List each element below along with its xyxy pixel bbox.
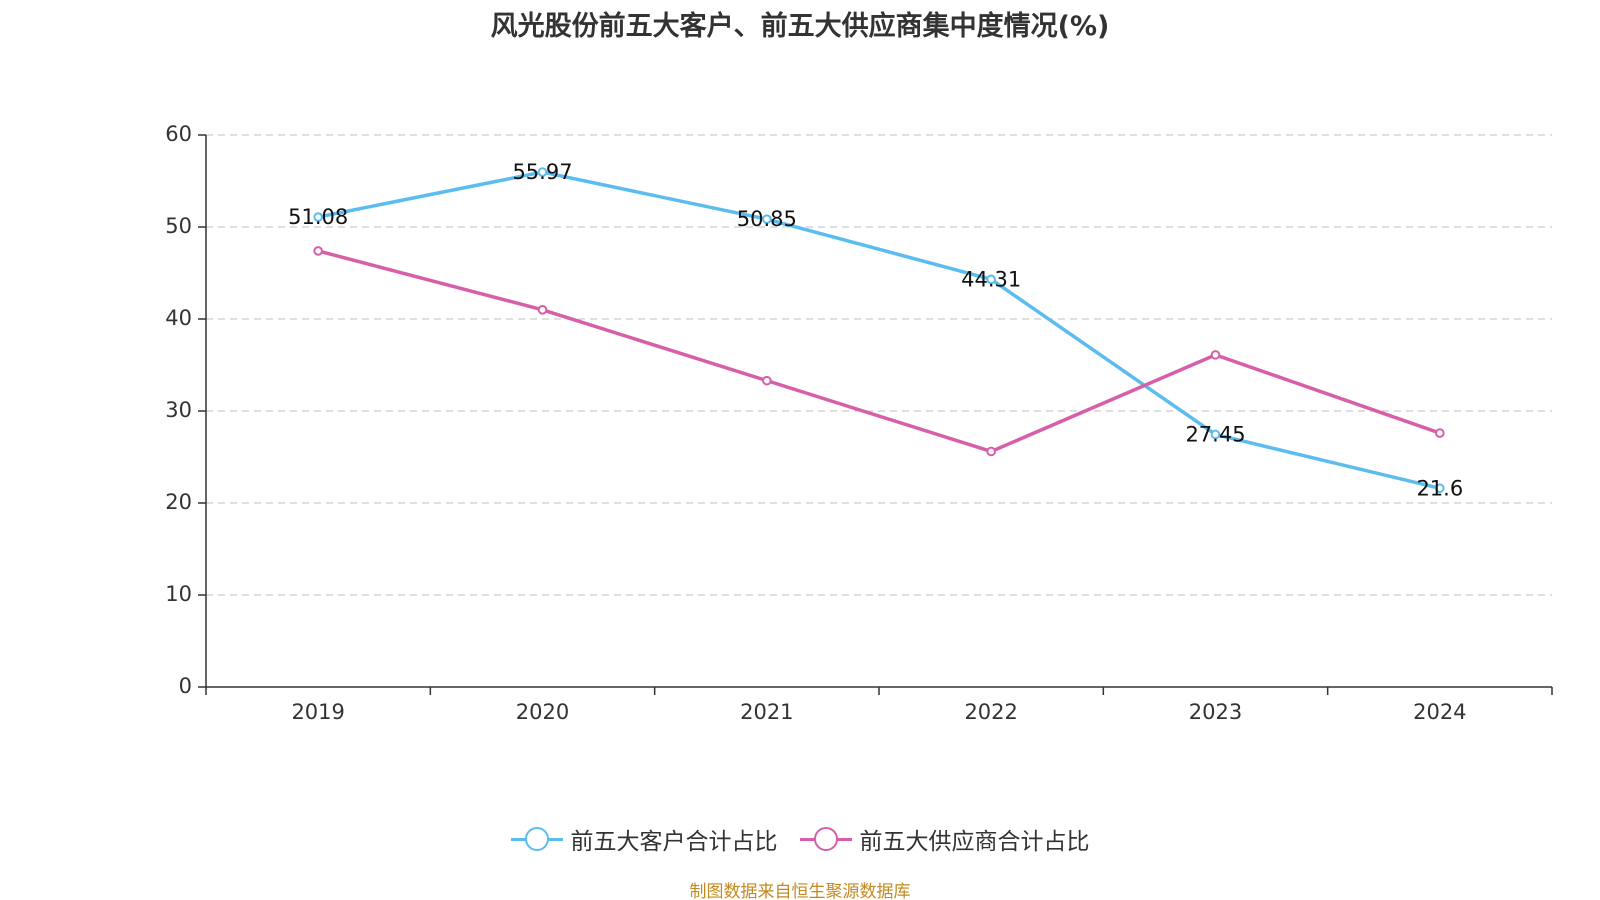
data-label-0-5: 21.6 <box>1416 476 1463 500</box>
x-tick-label: 2019 <box>291 700 344 724</box>
x-tick-label: 2021 <box>740 700 793 724</box>
series-line-1 <box>316 249 1442 454</box>
data-point-1-1 <box>537 305 548 315</box>
data-point-0-4 <box>1210 429 1221 440</box>
y-tick-label: 0 <box>179 674 192 698</box>
source-note: 制图数据来自恒生聚源数据库 <box>689 882 911 900</box>
x-tick-label: 2023 <box>1189 700 1242 724</box>
data-point-0-5 <box>1435 483 1445 494</box>
y-tick-label: 40 <box>165 306 192 330</box>
series-layer <box>313 167 1445 494</box>
axis-layer: 0 10 20 30 40 50 60 2019 2020 2021 2022 2023 2024 <box>165 122 1553 724</box>
legend-customer-label: 前五大客户合计占比 <box>570 829 778 855</box>
y-tick-label: 60 <box>165 122 192 146</box>
y-tick-label: 20 <box>165 490 192 514</box>
data-point-0-3 <box>986 274 996 285</box>
data-point-0-2 <box>762 214 772 224</box>
data-point-1-5 <box>1435 428 1445 438</box>
x-tick-label: 2022 <box>964 700 1017 724</box>
y-tick-label: 50 <box>165 214 192 238</box>
legend-item-supplier[interactable]: 前五大供应商合计占比 <box>799 822 1090 856</box>
y-tick-label: 30 <box>165 398 192 422</box>
series-line-0 <box>316 170 1442 491</box>
data-label-0-3: 44.31 <box>961 267 1021 291</box>
chart-title: 风光股份前五大客户、前五大供应商集中度情况(%) <box>490 11 1110 42</box>
data-point-1-2 <box>762 375 772 386</box>
data-point-0-0 <box>313 212 323 222</box>
y-tick-label: 10 <box>165 582 192 606</box>
legend-customer-swatch-icon <box>510 826 563 852</box>
x-tick-label: 2020 <box>516 700 569 724</box>
legend: 前五大客户合计占比 前五大供应商合计占比 <box>0 822 1600 856</box>
data-point-0-1 <box>537 167 548 177</box>
data-label-0-4: 27.45 <box>1185 422 1245 446</box>
x-tick-label: 2024 <box>1413 700 1466 724</box>
grid-layer <box>206 134 1552 596</box>
data-label-0-0: 51.08 <box>288 205 348 229</box>
data-label-0-2: 50.85 <box>737 207 797 231</box>
data-point-1-3 <box>986 446 996 457</box>
legend-supplier-label: 前五大供应商合计占比 <box>859 829 1090 855</box>
data-point-1-0 <box>313 246 323 256</box>
data-label-0-1: 55.97 <box>512 160 572 184</box>
data-label-layer: 51.08 55.97 50.85 44.31 27.45 21.6 <box>288 160 1463 500</box>
legend-supplier-swatch-icon <box>799 826 852 852</box>
data-point-1-4 <box>1210 350 1221 360</box>
legend-item-customer[interactable]: 前五大客户合计占比 <box>510 822 778 856</box>
